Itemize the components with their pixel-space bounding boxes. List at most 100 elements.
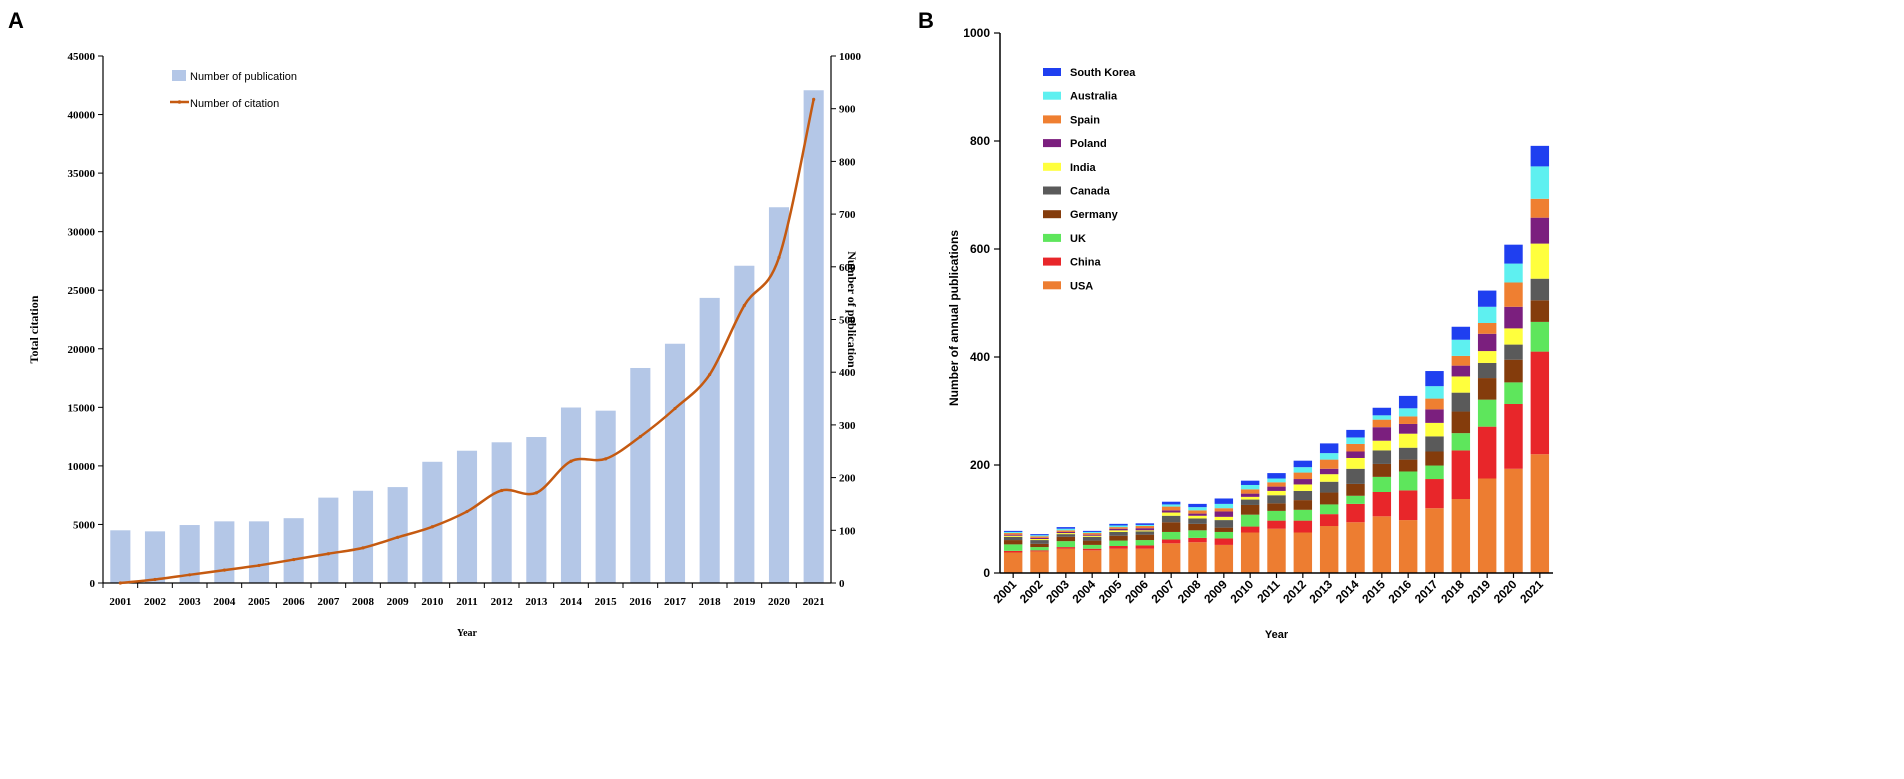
bar-usa-2013: [1319, 526, 1339, 573]
bar-india-2012: [1293, 484, 1313, 491]
x-tick-label: 2008: [352, 596, 375, 608]
legend-swatch-australia: [1043, 91, 1061, 100]
bar-china-2010: [1240, 526, 1260, 533]
bar-germany-2005: [1109, 535, 1128, 541]
bar-india-2014: [1346, 457, 1365, 469]
bar-south-korea-2004: [1082, 530, 1102, 532]
bar-india-2003: [1056, 533, 1076, 535]
bar-australia-2018: [1451, 339, 1471, 356]
bar-india-2017: [1425, 422, 1444, 437]
bar-germany-2009: [1214, 527, 1234, 532]
point-citation-2005: [257, 563, 261, 568]
bar-poland-2015: [1372, 427, 1392, 441]
bar-germany-2014: [1346, 483, 1365, 496]
bar-canada-2011: [1267, 495, 1286, 504]
legend-swatch-india: [1043, 162, 1061, 171]
bar-germany-2016: [1398, 459, 1418, 472]
bar-canada-2013: [1319, 481, 1339, 493]
bar-australia-2006: [1135, 524, 1155, 527]
bar-publication-2016: [630, 367, 651, 583]
bar-germany-2001: [1003, 540, 1023, 545]
bar-south-korea-2009: [1214, 498, 1234, 504]
bar-publication-2012: [491, 442, 512, 583]
bar-spain-2019: [1477, 322, 1497, 334]
bar-south-korea-2016: [1398, 395, 1418, 409]
bar-publication-2014: [560, 407, 582, 583]
bar-poland-2007: [1161, 510, 1181, 513]
y-tick-label-left: 15000: [68, 402, 96, 414]
y-axis-label-right: Number of publication: [845, 251, 859, 368]
bar-usa-2005: [1109, 548, 1128, 573]
y-tick-label-left: 40000: [68, 110, 96, 122]
bar-uk-2012: [1293, 509, 1313, 521]
bar-publication-2019: [734, 265, 755, 583]
bar-publication-2006: [283, 518, 304, 583]
bar-usa-2001: [1003, 552, 1023, 573]
y-tick-label-right: 800: [839, 156, 856, 168]
bar-australia-2019: [1477, 306, 1497, 323]
bar-india-2011: [1267, 490, 1286, 496]
bar-usa-2009: [1214, 544, 1234, 573]
bar-south-korea-2013: [1319, 443, 1339, 454]
bar-spain-2006: [1135, 526, 1155, 529]
bar-usa-2011: [1267, 528, 1286, 573]
bar-usa-2018: [1451, 499, 1471, 573]
bar-poland-2011: [1267, 486, 1286, 491]
bar-china-2009: [1214, 538, 1234, 545]
bar-canada-2009: [1214, 520, 1234, 528]
y-tick-label-left: 5000: [73, 519, 96, 531]
bar-india-2018: [1451, 376, 1471, 393]
bar-poland-2021: [1530, 217, 1550, 244]
bar-south-korea-2007: [1161, 501, 1181, 505]
bar-uk-2015: [1372, 476, 1392, 492]
bar-south-korea-2014: [1346, 429, 1365, 438]
bar-spain-2003: [1056, 530, 1076, 532]
bar-uk-2003: [1056, 541, 1076, 548]
x-tick-label: 2016: [629, 596, 652, 608]
bar-australia-2021: [1530, 166, 1550, 199]
bar-india-2016: [1398, 433, 1418, 448]
x-tick-label: 2002: [144, 596, 167, 608]
bar-poland-2017: [1425, 409, 1444, 423]
y-axis-label-left: Total citation: [27, 295, 41, 363]
bar-china-2012: [1293, 520, 1313, 533]
bar-canada-2017: [1425, 436, 1444, 452]
bar-canada-2006: [1135, 531, 1155, 535]
bar-australia-2004: [1082, 531, 1102, 534]
legend: South Korea Australia Spain Poland India Cana…: [1043, 67, 1136, 292]
x-tick-label: 2005: [248, 596, 271, 608]
bar-south-korea-2015: [1372, 407, 1392, 416]
panel-letter-b: B: [918, 8, 934, 33]
bar-canada-2019: [1477, 362, 1497, 379]
bar-usa-2002: [1030, 551, 1049, 573]
bar-south-korea-2019: [1477, 290, 1497, 307]
x-tick-label: 2009: [387, 596, 410, 608]
bar-china-2011: [1267, 520, 1286, 529]
bar-germany-2004: [1082, 540, 1102, 545]
legend-label-citation: Number of citation: [190, 98, 279, 110]
bar-india-2010: [1240, 496, 1260, 500]
bar-canada-2005: [1109, 531, 1128, 536]
x-tick-label: 2005: [1096, 577, 1125, 606]
bar-south-korea-2005: [1109, 523, 1128, 526]
bar-canada-2021: [1530, 278, 1550, 301]
bar-canada-2001: [1003, 536, 1023, 541]
bar-south-korea-2010: [1240, 480, 1260, 485]
bar-germany-2003: [1056, 536, 1076, 542]
bar-south-korea-2017: [1425, 371, 1444, 387]
bar-south-korea-2020: [1504, 244, 1523, 264]
legend-swatch-canada: [1043, 186, 1061, 195]
bar-australia-2008: [1188, 507, 1207, 511]
legend-label-spain: Spain: [1070, 114, 1100, 126]
y-tick-label-left: 30000: [68, 227, 96, 239]
bar-china-2008: [1188, 537, 1207, 543]
panel-letter-a: A: [8, 8, 24, 33]
bar-india-2004: [1082, 535, 1102, 537]
bar-spain-2005: [1109, 527, 1128, 529]
y-tick-label: 0: [983, 566, 990, 580]
bar-canada-2016: [1398, 447, 1418, 460]
x-tick-label: 2021: [803, 596, 825, 608]
x-tick-label: 2013: [525, 596, 548, 608]
legend-swatch-publication: [172, 70, 186, 81]
bar-publication-2002: [144, 531, 166, 583]
